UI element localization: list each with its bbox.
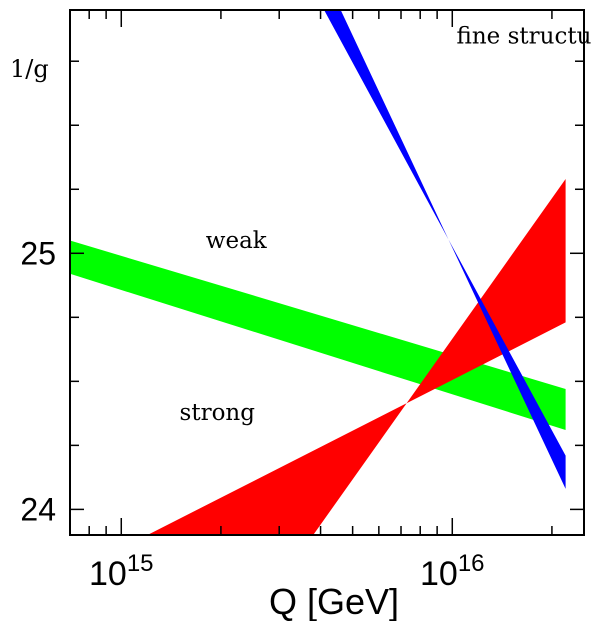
strong-band bbox=[147, 179, 566, 535]
y-tick-label: 25 bbox=[20, 235, 56, 271]
x-axis-ticks: 1015 1016 bbox=[69, 10, 553, 593]
x-axis-label: Q [GeV] bbox=[269, 581, 399, 621]
y-axis-ticks: 24 25 bbox=[20, 60, 584, 527]
x-tick-label: 1015 bbox=[89, 550, 154, 593]
y-tick-label: 24 bbox=[20, 491, 56, 527]
band-label: weak bbox=[206, 228, 268, 254]
band-label: strong bbox=[180, 400, 256, 426]
x-tick-label: 1016 bbox=[420, 550, 485, 593]
y-axis-label: 1/g bbox=[10, 55, 49, 83]
data-bands bbox=[70, 10, 566, 535]
band-labels: weak strong fine structure bbox=[180, 23, 591, 425]
band-label: fine structure bbox=[457, 23, 591, 49]
plot-frame bbox=[69, 9, 585, 536]
